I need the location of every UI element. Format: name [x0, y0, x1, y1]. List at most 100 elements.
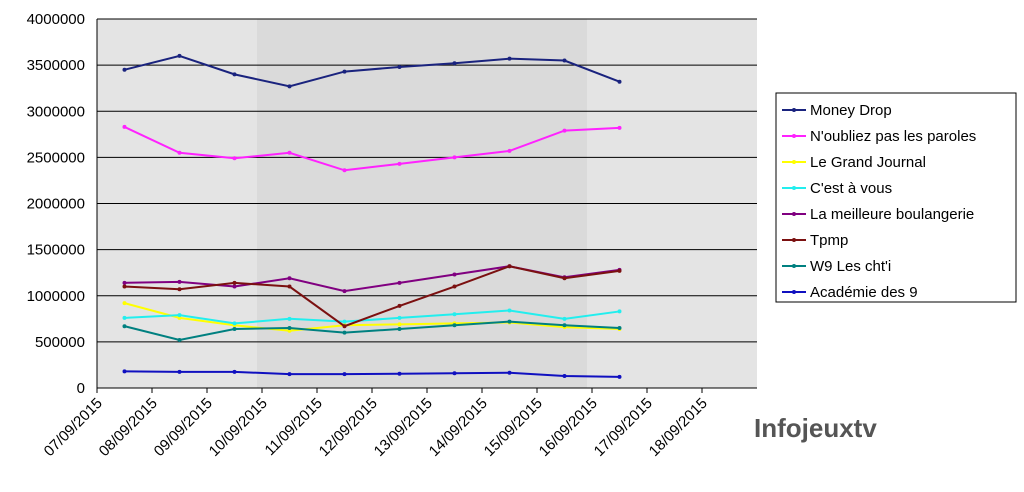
point	[562, 374, 567, 379]
point	[452, 312, 457, 317]
y-tick-label: 3000000	[27, 103, 85, 120]
legend-marker	[792, 186, 796, 190]
point	[287, 328, 292, 333]
point	[507, 308, 512, 313]
legend-label: Tpmp	[810, 232, 848, 249]
point	[397, 326, 402, 331]
legend-label: C'est à vous	[810, 180, 892, 197]
legend-label: W9 Les cht'i	[810, 258, 891, 275]
point	[562, 323, 567, 328]
watermark: Infojeuxtv	[754, 413, 877, 443]
x-tick-label: 09/09/2015	[151, 395, 216, 460]
x-tick-label: 12/09/2015	[316, 395, 381, 460]
legend-label: La meilleure boulangerie	[810, 206, 974, 223]
point	[617, 326, 622, 331]
x-tick-label: 15/09/2015	[481, 395, 546, 460]
point	[232, 284, 237, 289]
point	[342, 289, 347, 294]
point	[122, 369, 127, 374]
x-tick-label: 14/09/2015	[426, 395, 491, 460]
legend-label: N'oubliez pas les paroles	[810, 128, 976, 145]
point	[122, 124, 127, 129]
y-tick-label: 1000000	[27, 288, 85, 305]
point	[617, 125, 622, 130]
point	[342, 324, 347, 329]
point	[452, 371, 457, 376]
point	[122, 284, 127, 289]
x-tick-label: 07/09/2015	[41, 395, 106, 460]
legend-box	[775, 92, 1017, 303]
y-tick-label: 2500000	[27, 149, 85, 166]
x-tick-label: 10/09/2015	[206, 395, 271, 460]
point	[397, 371, 402, 376]
point	[232, 369, 237, 374]
series-line	[124, 370, 620, 378]
x-tick-label: 08/09/2015	[96, 395, 161, 460]
series-line	[124, 302, 620, 332]
point	[452, 61, 457, 66]
y-tick-label: 500000	[35, 334, 85, 351]
point	[562, 58, 567, 63]
point	[397, 303, 402, 308]
point	[177, 150, 182, 155]
point	[177, 369, 182, 374]
y-tick-label: 2000000	[27, 196, 85, 213]
point	[122, 280, 127, 285]
point	[232, 72, 237, 77]
point	[617, 374, 622, 379]
point	[397, 280, 402, 285]
legend-marker	[792, 134, 796, 138]
series-line	[124, 309, 620, 325]
point	[232, 321, 237, 326]
legend-marker	[792, 238, 796, 242]
point	[232, 280, 237, 285]
point	[177, 53, 182, 58]
point	[122, 315, 127, 320]
point	[342, 372, 347, 377]
point	[617, 268, 622, 273]
point	[177, 315, 182, 320]
x-tick-label: 17/09/2015	[591, 395, 656, 460]
point	[287, 372, 292, 377]
point	[342, 168, 347, 173]
legend-marker	[792, 290, 796, 294]
point	[507, 56, 512, 61]
y-tick-label: 4000000	[27, 11, 85, 28]
point	[177, 287, 182, 292]
point	[617, 309, 622, 314]
point	[232, 156, 237, 161]
x-tick-label: 16/09/2015	[536, 395, 601, 460]
point	[287, 326, 292, 331]
point	[397, 161, 402, 166]
point	[617, 79, 622, 84]
y-tick-label: 0	[77, 380, 85, 397]
point	[452, 155, 457, 160]
series-line	[124, 54, 620, 88]
point	[452, 284, 457, 289]
point	[452, 272, 457, 277]
series-line	[124, 126, 620, 172]
point	[287, 150, 292, 155]
y-tick-label: 3500000	[27, 57, 85, 74]
point	[507, 319, 512, 324]
point	[507, 148, 512, 153]
y-tick-label: 1500000	[27, 242, 85, 259]
point	[342, 319, 347, 324]
legend-marker	[792, 264, 796, 268]
legend-label: Académie des 9	[810, 284, 918, 301]
x-tick-label: 13/09/2015	[371, 395, 436, 460]
point	[177, 279, 182, 284]
point	[507, 264, 512, 269]
point	[342, 330, 347, 335]
point	[342, 69, 347, 74]
legend-label: Money Drop	[810, 102, 892, 119]
point	[452, 323, 457, 328]
point	[397, 315, 402, 320]
point	[287, 276, 292, 281]
point	[122, 67, 127, 72]
legend-marker	[792, 212, 796, 216]
point	[287, 84, 292, 89]
point	[232, 326, 237, 331]
legend-marker	[792, 108, 796, 112]
